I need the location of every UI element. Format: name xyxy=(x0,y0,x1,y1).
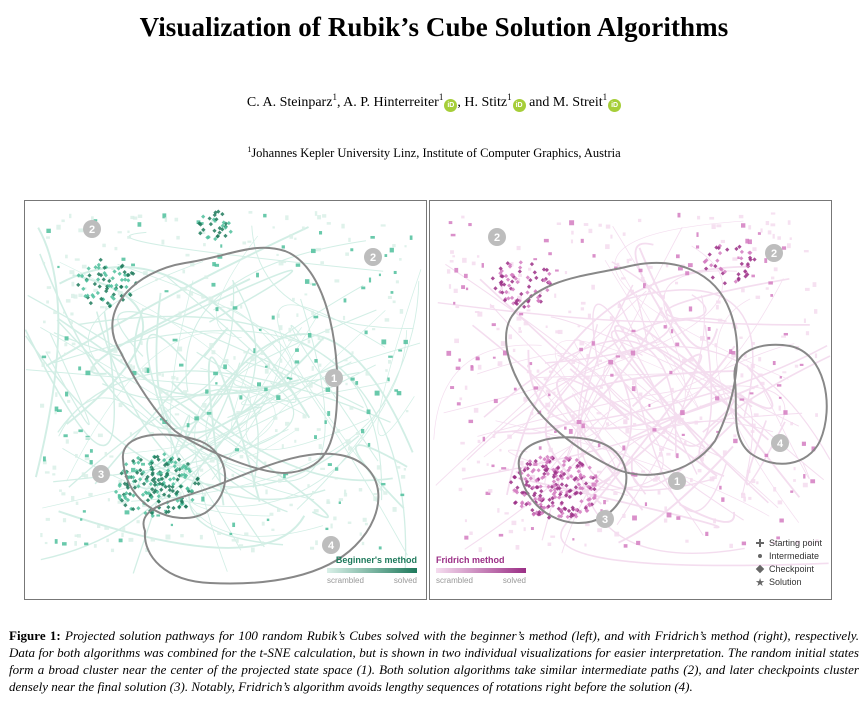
caption-label: Figure 1: xyxy=(9,628,61,643)
svg-text:1: 1 xyxy=(331,373,337,385)
cluster-intermediate-b xyxy=(702,243,757,286)
orcid-icon[interactable]: iD xyxy=(608,99,622,112)
author-name: H. Stitz xyxy=(464,95,508,110)
scale-end-label: solved xyxy=(503,576,526,585)
shape-legend-item: ★ Solution xyxy=(755,577,801,589)
author-list: C. A. Steinparz1, A. P. Hinterreiter1iD,… xyxy=(0,92,868,112)
region-label-2: 2 xyxy=(488,228,506,246)
dot-icon xyxy=(758,554,762,558)
legend-title: Fridrich method xyxy=(436,555,505,565)
region-label-2: 2 xyxy=(83,220,101,238)
shape-legend-label: Solution xyxy=(769,577,802,587)
affiliation: 1Johannes Kepler University Linz, Instit… xyxy=(0,145,868,161)
region-label-1: 1 xyxy=(325,369,343,387)
paper-title: Visualization of Rubik’s Cube Solution A… xyxy=(139,12,729,42)
svg-text:2: 2 xyxy=(89,224,95,236)
affiliation-sup: 1 xyxy=(247,145,252,154)
orcid-icon[interactable]: iD xyxy=(512,99,526,112)
region-label-2: 2 xyxy=(765,244,783,262)
scale-start-label: scrambled xyxy=(436,576,473,585)
svg-text:2: 2 xyxy=(494,232,500,244)
cluster-intermediate-b xyxy=(197,209,233,242)
figure-panel-fridrich: 2 2 1 3 4 Fridrich method scrambled solved Start… xyxy=(429,200,832,600)
figure-caption: Figure 1: Projected solution pathways fo… xyxy=(9,627,859,695)
region-label-3: 3 xyxy=(596,510,614,528)
color-scale-legend: Fridrich method scrambled solved xyxy=(436,555,526,585)
scale-start-label: scrambled xyxy=(327,576,364,585)
cluster-solution xyxy=(113,452,201,518)
region-label-3: 3 xyxy=(92,465,110,483)
shape-legend-item: Intermediate xyxy=(758,551,819,561)
caption-text: Projected solution pathways for 100 rand… xyxy=(9,628,860,694)
solution-pathways xyxy=(25,225,422,574)
author-name: M. Streit xyxy=(552,95,603,110)
svg-text:3: 3 xyxy=(98,469,104,481)
state-points xyxy=(40,211,413,553)
region-label-2: 2 xyxy=(364,248,382,266)
shape-legend-label: Starting point xyxy=(769,538,823,548)
scale-end-label: solved xyxy=(394,576,417,585)
shape-legend: Starting point Intermediate Checkpoint ★ Sol… xyxy=(755,538,822,589)
solution-pathways xyxy=(433,220,831,567)
figure-panel-beginner: 2 2 1 3 4 Beginner's method scrambled solved xyxy=(24,200,427,600)
svg-text:4: 4 xyxy=(777,438,784,450)
legend-title: Beginner's method xyxy=(336,555,417,565)
region-label-1: 1 xyxy=(668,472,686,490)
svg-text:2: 2 xyxy=(370,252,376,264)
shape-legend-label: Checkpoint xyxy=(769,564,815,574)
affiliation-text: Johannes Kepler University Linz, Institu… xyxy=(251,146,621,160)
svg-text:2: 2 xyxy=(771,248,777,260)
author-affiliation-sup: 1 xyxy=(438,92,444,102)
shape-legend-label: Intermediate xyxy=(769,551,819,561)
plus-icon xyxy=(756,539,764,547)
star-icon: ★ xyxy=(755,577,765,589)
shape-legend-item: Starting point xyxy=(756,538,823,548)
region-label-4: 4 xyxy=(771,434,789,452)
svg-text:3: 3 xyxy=(602,514,608,526)
region-label-4: 4 xyxy=(322,536,340,554)
author-affiliation-sup: 1 xyxy=(507,92,512,102)
author-name: A. P. Hinterreiter xyxy=(343,95,439,110)
svg-text:4: 4 xyxy=(328,540,335,552)
author-name: C. A. Steinparz xyxy=(246,95,333,110)
orcid-icon[interactable]: iD xyxy=(444,99,458,112)
svg-text:1: 1 xyxy=(674,476,680,488)
author-affiliation-sup: 1 xyxy=(332,92,337,102)
color-scale-legend: Beginner's method scrambled solved xyxy=(327,555,417,585)
fridrich-projection-plot: 2 2 1 3 4 Fridrich method scrambled solved Start… xyxy=(433,212,831,589)
author-affiliation-sup: 1 xyxy=(602,92,608,102)
region-outlines xyxy=(505,262,828,525)
